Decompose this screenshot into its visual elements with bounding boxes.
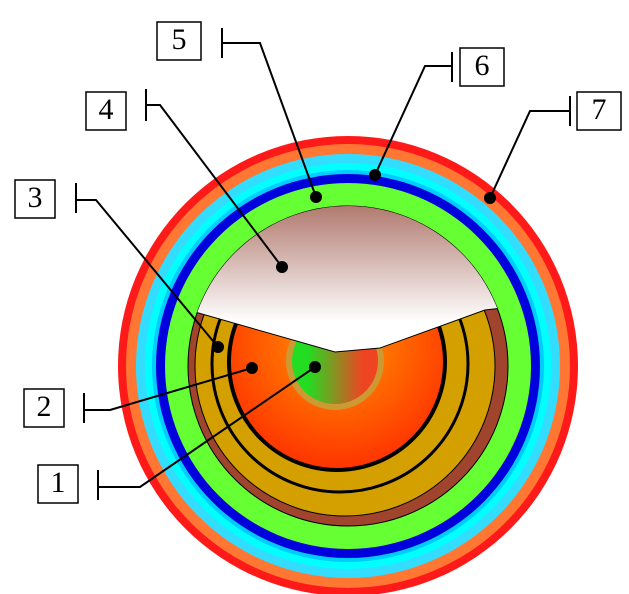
leader-lines xyxy=(75,28,571,500)
label: 3 xyxy=(28,181,43,214)
label: 4 xyxy=(99,93,114,126)
label: 6 xyxy=(475,49,490,82)
dots xyxy=(212,169,496,374)
earth-layers xyxy=(118,136,578,594)
label: 7 xyxy=(592,93,607,126)
label: 5 xyxy=(172,23,187,56)
label: 1 xyxy=(51,466,66,499)
label-boxes xyxy=(14,21,622,504)
label: 2 xyxy=(37,390,52,423)
